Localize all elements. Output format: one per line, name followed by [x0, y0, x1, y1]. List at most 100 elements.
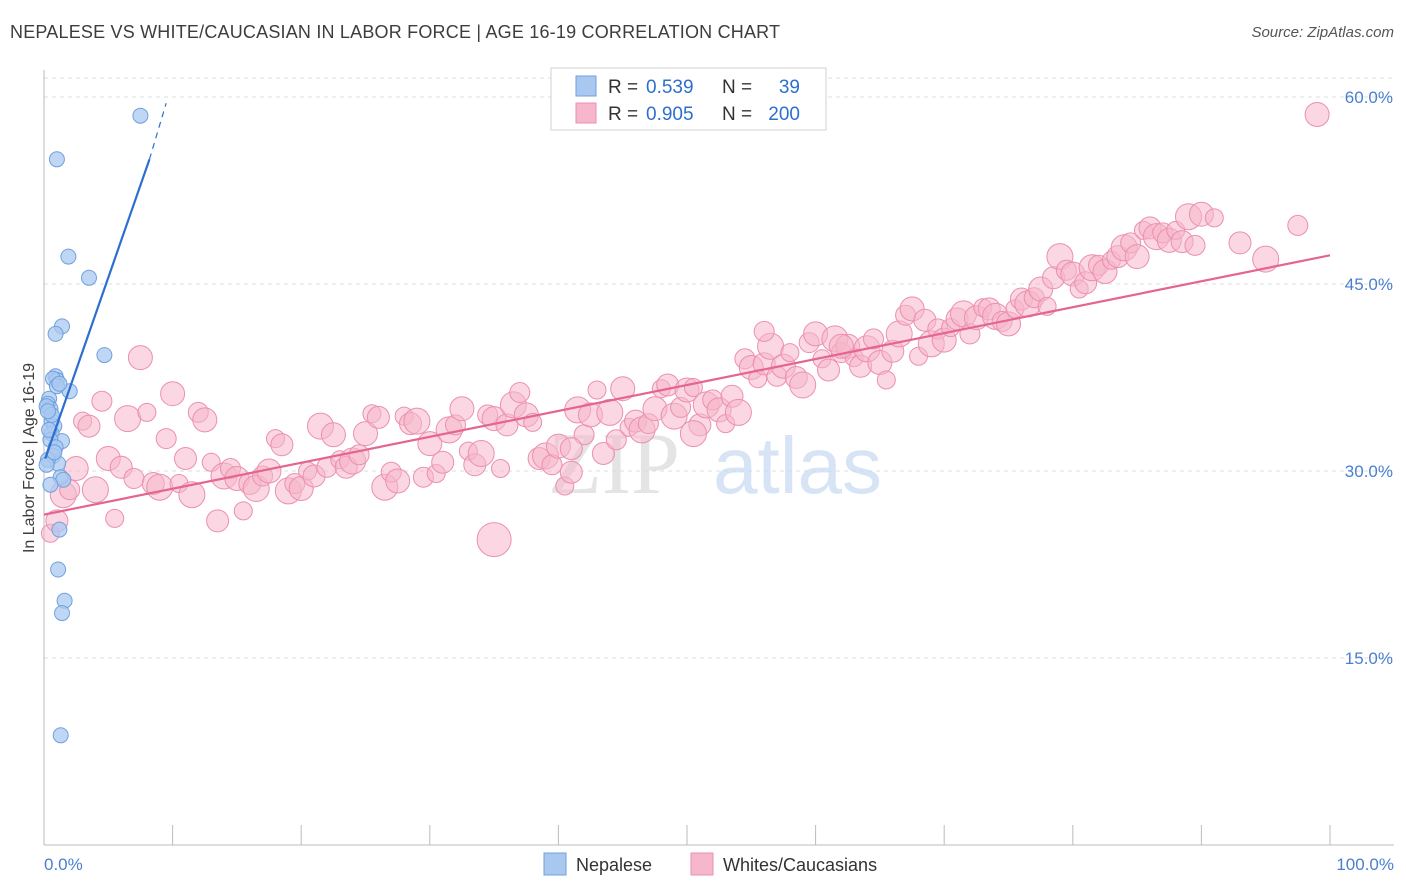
whites-caucasians-point	[789, 371, 817, 399]
whites-caucasians-point	[817, 358, 840, 382]
whites-caucasians-point	[1184, 234, 1206, 256]
nepalese-points	[38, 107, 149, 744]
whites-caucasians-point	[596, 398, 624, 426]
y-axis-tick-labels: 15.0% 30.0% 45.0% 60.0%	[1345, 88, 1393, 668]
series-legend-label-whites: Whites/Caucasians	[723, 855, 877, 875]
whites-caucasians-point	[1228, 231, 1252, 255]
whites-caucasians-point	[1304, 102, 1330, 127]
whites-caucasians-point	[174, 447, 197, 470]
whites-caucasians-point	[610, 376, 636, 402]
legend-swatch-whites	[575, 102, 597, 124]
whites-caucasians-point	[77, 414, 101, 438]
nepalese-point	[81, 269, 97, 286]
x-axis-ticks	[43, 825, 1331, 845]
whites-caucasians-point	[320, 422, 346, 448]
y-tick-label: 60.0%	[1345, 88, 1393, 107]
whites-caucasians-point	[366, 405, 390, 429]
nepalese-point	[60, 248, 77, 265]
nepalese-point	[54, 605, 70, 622]
whites-caucasians-point	[491, 459, 510, 478]
watermark-atlas: atlas	[713, 421, 882, 510]
whites-caucasians-point	[353, 421, 378, 447]
whites-caucasians-point	[431, 450, 455, 474]
whites-caucasians-point	[127, 345, 153, 371]
whites-caucasians-point	[81, 476, 109, 504]
nepalese-point	[50, 561, 67, 578]
whites-caucasians-points	[40, 102, 1330, 558]
legend-r-value-2: 0.905	[646, 104, 694, 125]
series-legend-swatch-whites	[690, 852, 714, 876]
whites-caucasians-point	[591, 442, 615, 465]
series-legend-swatch-nepalese	[543, 852, 567, 876]
whites-caucasians-point	[1204, 208, 1224, 228]
x-tick-label-min: 0.0%	[44, 855, 83, 874]
whites-caucasians-point	[753, 320, 775, 342]
legend-n-label-2: N =	[722, 104, 752, 125]
y-tick-label: 15.0%	[1345, 649, 1393, 668]
whites-caucasians-point	[1124, 244, 1150, 270]
y-tick-label: 45.0%	[1345, 275, 1393, 294]
legend-r-label-1: R =	[608, 77, 638, 98]
legend-r-value-1: 0.539	[646, 77, 694, 98]
whites-caucasians-point	[105, 508, 125, 528]
nepalese-point	[42, 476, 59, 493]
whites-caucasians-point	[206, 509, 230, 533]
nepalese-point	[39, 403, 56, 420]
nepalese-trend-extension	[148, 103, 167, 160]
whites-caucasians-point	[1252, 245, 1280, 273]
whites-caucasians-point	[509, 382, 531, 403]
whites-caucasians-point	[1287, 214, 1309, 236]
whites-caucasians-point	[137, 402, 157, 422]
whites-caucasians-point	[178, 481, 206, 509]
whites-caucasians-point	[385, 468, 411, 494]
chart-title: NEPALESE VS WHITE/CAUCASIAN IN LABOR FOR…	[10, 22, 781, 42]
whites-caucasians-point	[348, 444, 370, 466]
legend-n-value-2: 200	[768, 104, 800, 125]
legend-n-value-1: 39	[779, 77, 800, 98]
whites-caucasians-point	[476, 522, 512, 558]
whites-caucasians-point	[780, 343, 800, 363]
whites-caucasians-point	[270, 433, 294, 457]
legend-swatch-nepalese	[575, 75, 597, 97]
nepalese-point	[132, 107, 149, 124]
nepalese-point	[52, 727, 69, 744]
whites-caucasians-point	[724, 398, 752, 426]
series-legend-label-nepalese: Nepalese	[576, 855, 652, 875]
whites-caucasians-point	[559, 460, 583, 484]
whites-caucasians-point	[123, 468, 145, 489]
whites-caucasians-point	[559, 437, 583, 461]
gridlines	[44, 77, 1394, 659]
x-tick-label-max: 100.0%	[1336, 855, 1394, 874]
whites-caucasians-point	[587, 380, 607, 400]
whites-caucasians-point	[155, 428, 177, 450]
legend-n-label-1: N =	[722, 77, 752, 98]
nepalese-point	[51, 521, 68, 538]
trend-lines	[43, 103, 1331, 516]
whites-caucasians-point	[863, 328, 884, 350]
legend-r-label-2: R =	[608, 104, 638, 125]
whites-caucasians-point	[403, 407, 431, 435]
whites-caucasians-point	[605, 429, 627, 451]
stats-legend: R = 0.539 N = 39 R = 0.905 N = 200	[550, 67, 827, 131]
y-axis-label: In Labor Force | Age 16-19	[21, 363, 38, 553]
series-legend: Nepalese Whites/Caucasians	[543, 852, 877, 876]
whites-caucasians-point	[160, 381, 186, 407]
nepalese-point	[51, 375, 68, 392]
whites-caucasians-point	[876, 370, 896, 390]
whites-caucasians-point	[114, 405, 142, 433]
whites-caucasians-point	[467, 440, 495, 467]
nepalese-point	[96, 347, 113, 364]
whites-caucasians-point	[679, 420, 707, 448]
nepalese-point	[48, 151, 65, 168]
whites-caucasians-point	[146, 473, 174, 501]
y-tick-label: 30.0%	[1345, 462, 1393, 481]
whites-caucasians-point	[91, 390, 113, 412]
chart-source: Source: ZipAtlas.com	[1251, 24, 1394, 41]
whites-caucasians-trend-line	[43, 254, 1331, 516]
whites-caucasians-point	[449, 396, 475, 422]
nepalese-trend-line	[44, 158, 151, 459]
whites-caucasians-point	[233, 501, 253, 521]
whites-caucasians-point	[192, 407, 218, 433]
nepalese-point	[47, 325, 64, 342]
